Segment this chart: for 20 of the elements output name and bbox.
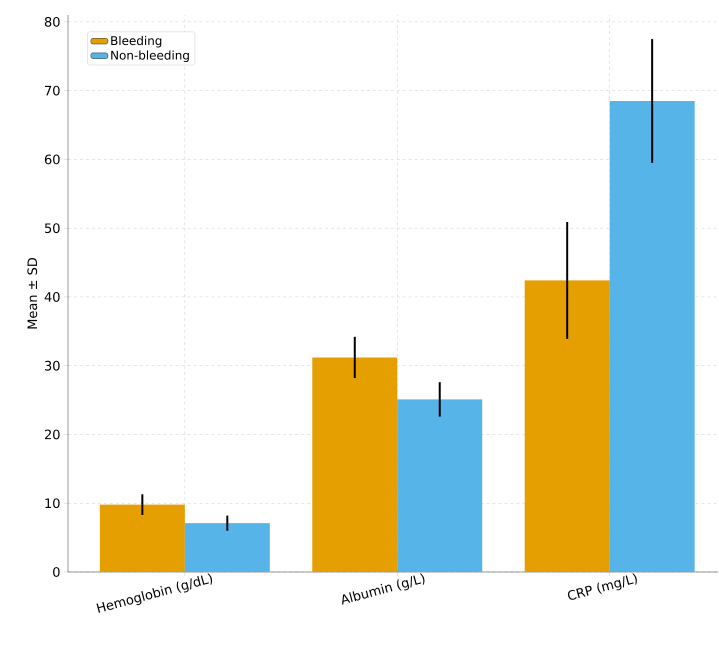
bar xyxy=(397,399,482,572)
legend-label: Non-bleeding xyxy=(111,50,189,62)
y-tick-label: 60 xyxy=(44,154,60,164)
y-tick-label: 40 xyxy=(44,292,60,302)
legend-label: Bleeding xyxy=(111,36,162,48)
bar xyxy=(312,357,398,572)
bar xyxy=(184,523,270,572)
y-tick-label: 80 xyxy=(44,16,60,27)
x-tick-label: Albumin (g/L) xyxy=(342,573,424,605)
y-tick-label: 30 xyxy=(44,360,60,371)
y-tick-label: 70 xyxy=(45,86,60,96)
bar xyxy=(100,504,185,572)
y-axis-title: Mean ± SD xyxy=(27,258,38,329)
y-tick-label: 0 xyxy=(53,567,60,577)
y-tick-label: 20 xyxy=(44,430,60,440)
y-tick-label: 50 xyxy=(45,223,60,234)
bar xyxy=(610,100,695,572)
bar xyxy=(524,280,610,572)
y-tick-label: 10 xyxy=(45,498,60,508)
x-tick-label: CRP (mg/L) xyxy=(568,573,637,600)
